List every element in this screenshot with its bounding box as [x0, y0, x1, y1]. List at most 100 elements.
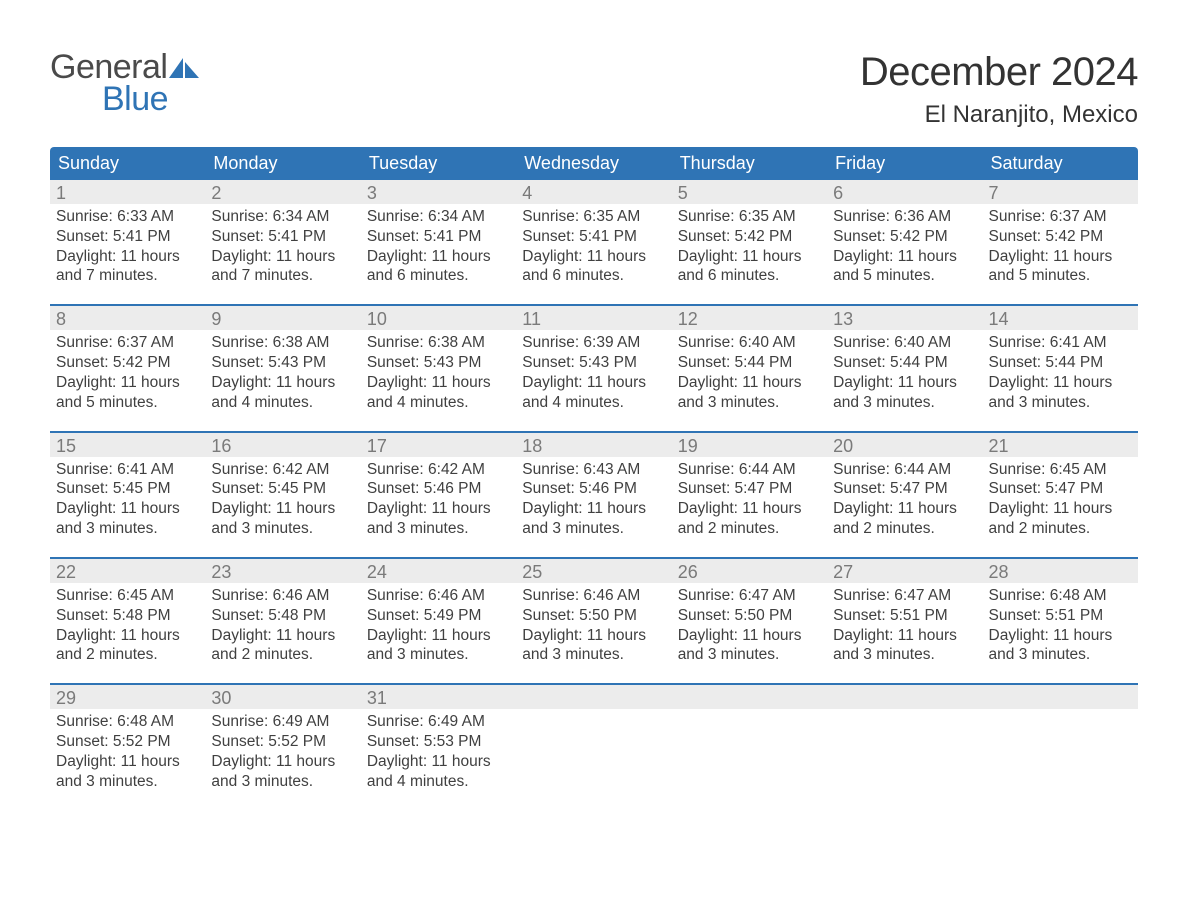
brand-blue: Blue: [102, 82, 199, 118]
daylight-text: Daylight: 11 hours: [367, 752, 510, 772]
day-details: Sunrise: 6:36 AMSunset: 5:42 PMDaylight:…: [833, 207, 976, 286]
calendar-day: 2 Sunrise: 6:34 AMSunset: 5:41 PMDaylight…: [205, 180, 360, 292]
day-number: 31: [361, 685, 516, 709]
day-number: 18: [516, 433, 671, 457]
calendar-day: 18 Sunrise: 6:43 AMSunset: 5:46 PMDayligh…: [516, 433, 671, 545]
day-details: Sunrise: 6:42 AMSunset: 5:45 PMDaylight:…: [211, 460, 354, 539]
day-details: Sunrise: 6:46 AMSunset: 5:50 PMDaylight:…: [522, 586, 665, 665]
day-details: Sunrise: 6:45 AMSunset: 5:48 PMDaylight:…: [56, 586, 199, 665]
daylight-text: Daylight: 11 hours: [211, 499, 354, 519]
daylight-text: and 6 minutes.: [678, 266, 821, 286]
sunrise-text: Sunrise: 6:47 AM: [833, 586, 976, 606]
daylight-text: and 2 minutes.: [989, 519, 1132, 539]
day-details: Sunrise: 6:37 AMSunset: 5:42 PMDaylight:…: [989, 207, 1132, 286]
daylight-text: Daylight: 11 hours: [678, 499, 821, 519]
sunset-text: Sunset: 5:41 PM: [56, 227, 199, 247]
day-details: Sunrise: 6:35 AMSunset: 5:41 PMDaylight:…: [522, 207, 665, 286]
sunrise-text: Sunrise: 6:43 AM: [522, 460, 665, 480]
sunset-text: Sunset: 5:44 PM: [833, 353, 976, 373]
day-number: 30: [205, 685, 360, 709]
day-details: Sunrise: 6:38 AMSunset: 5:43 PMDaylight:…: [367, 333, 510, 412]
sunset-text: Sunset: 5:45 PM: [56, 479, 199, 499]
sunrise-text: Sunrise: 6:35 AM: [678, 207, 821, 227]
day-details: Sunrise: 6:39 AMSunset: 5:43 PMDaylight:…: [522, 333, 665, 412]
day-number: 28: [983, 559, 1138, 583]
sunset-text: Sunset: 5:45 PM: [211, 479, 354, 499]
sunrise-text: Sunrise: 6:38 AM: [367, 333, 510, 353]
calendar-header-row: Sunday Monday Tuesday Wednesday Thursday…: [50, 147, 1138, 180]
daylight-text: Daylight: 11 hours: [56, 499, 199, 519]
day-number: 5: [672, 180, 827, 204]
calendar-day: 21Sunrise: 6:45 AMSunset: 5:47 PMDayligh…: [983, 433, 1138, 545]
daylight-text: Daylight: 11 hours: [211, 626, 354, 646]
day-details: Sunrise: 6:49 AMSunset: 5:52 PMDaylight:…: [211, 712, 354, 791]
daylight-text: and 3 minutes.: [678, 645, 821, 665]
daylight-text: and 3 minutes.: [678, 393, 821, 413]
day-number: 29: [50, 685, 205, 709]
day-number: 3: [361, 180, 516, 204]
sunrise-text: Sunrise: 6:34 AM: [367, 207, 510, 227]
daylight-text: and 6 minutes.: [367, 266, 510, 286]
calendar-day: 17Sunrise: 6:42 AMSunset: 5:46 PMDayligh…: [361, 433, 516, 545]
daylight-text: and 4 minutes.: [211, 393, 354, 413]
daylight-text: Daylight: 11 hours: [367, 247, 510, 267]
sunset-text: Sunset: 5:47 PM: [989, 479, 1132, 499]
calendar-day: 12Sunrise: 6:40 AMSunset: 5:44 PMDayligh…: [672, 306, 827, 418]
sunset-text: Sunset: 5:46 PM: [367, 479, 510, 499]
daylight-text: and 5 minutes.: [989, 266, 1132, 286]
day-details: Sunrise: 6:41 AMSunset: 5:44 PMDaylight:…: [989, 333, 1132, 412]
sunset-text: Sunset: 5:42 PM: [989, 227, 1132, 247]
calendar-week: 29 Sunrise: 6:48 AMSunset: 5:52 PMDayligh…: [50, 683, 1138, 797]
day-details: Sunrise: 6:35 AMSunset: 5:42 PMDaylight:…: [678, 207, 821, 286]
daylight-text: Daylight: 11 hours: [56, 626, 199, 646]
day-number: 25: [516, 559, 671, 583]
calendar-day: 28Sunrise: 6:48 AMSunset: 5:51 PMDayligh…: [983, 559, 1138, 671]
logo-sail-icon: [169, 56, 199, 83]
calendar-day: 14Sunrise: 6:41 AMSunset: 5:44 PMDayligh…: [983, 306, 1138, 418]
dow-monday: Monday: [205, 147, 360, 180]
calendar-day: 4Sunrise: 6:35 AMSunset: 5:41 PMDaylight…: [516, 180, 671, 292]
daylight-text: and 3 minutes.: [211, 519, 354, 539]
daylight-text: and 2 minutes.: [833, 519, 976, 539]
sunrise-text: Sunrise: 6:37 AM: [56, 333, 199, 353]
dow-sunday: Sunday: [50, 147, 205, 180]
sunrise-text: Sunrise: 6:48 AM: [56, 712, 199, 732]
sunset-text: Sunset: 5:44 PM: [678, 353, 821, 373]
calendar-day: 15Sunrise: 6:41 AMSunset: 5:45 PMDayligh…: [50, 433, 205, 545]
day-details: Sunrise: 6:37 AMSunset: 5:42 PMDaylight:…: [56, 333, 199, 412]
dow-thursday: Thursday: [672, 147, 827, 180]
day-details: Sunrise: 6:43 AMSunset: 5:46 PMDaylight:…: [522, 460, 665, 539]
sunrise-text: Sunrise: 6:47 AM: [678, 586, 821, 606]
day-details: Sunrise: 6:34 AMSunset: 5:41 PMDaylight:…: [211, 207, 354, 286]
day-details: Sunrise: 6:48 AMSunset: 5:52 PMDaylight:…: [56, 712, 199, 791]
sunrise-text: Sunrise: 6:42 AM: [211, 460, 354, 480]
day-number: [516, 685, 671, 709]
daylight-text: Daylight: 11 hours: [56, 247, 199, 267]
daylight-text: Daylight: 11 hours: [678, 247, 821, 267]
day-details: Sunrise: 6:44 AMSunset: 5:47 PMDaylight:…: [678, 460, 821, 539]
day-details: Sunrise: 6:34 AMSunset: 5:41 PMDaylight:…: [367, 207, 510, 286]
daylight-text: and 2 minutes.: [211, 645, 354, 665]
daylight-text: Daylight: 11 hours: [678, 373, 821, 393]
daylight-text: Daylight: 11 hours: [989, 373, 1132, 393]
calendar-week: 22Sunrise: 6:45 AMSunset: 5:48 PMDayligh…: [50, 557, 1138, 671]
calendar-week: 1Sunrise: 6:33 AMSunset: 5:41 PMDaylight…: [50, 180, 1138, 292]
calendar-day: 27Sunrise: 6:47 AMSunset: 5:51 PMDayligh…: [827, 559, 982, 671]
calendar-day: 5 Sunrise: 6:35 AMSunset: 5:42 PMDaylight…: [672, 180, 827, 292]
sunset-text: Sunset: 5:53 PM: [367, 732, 510, 752]
daylight-text: Daylight: 11 hours: [56, 752, 199, 772]
day-number: 2: [205, 180, 360, 204]
daylight-text: Daylight: 11 hours: [989, 247, 1132, 267]
daylight-text: and 3 minutes.: [367, 519, 510, 539]
sunset-text: Sunset: 5:41 PM: [211, 227, 354, 247]
daylight-text: and 3 minutes.: [367, 645, 510, 665]
daylight-text: Daylight: 11 hours: [211, 247, 354, 267]
day-details: Sunrise: 6:42 AMSunset: 5:46 PMDaylight:…: [367, 460, 510, 539]
header: General Blue December 2024 El Naranjito,…: [50, 50, 1138, 129]
calendar-day: 10Sunrise: 6:38 AMSunset: 5:43 PMDayligh…: [361, 306, 516, 418]
sunset-text: Sunset: 5:49 PM: [367, 606, 510, 626]
sunrise-text: Sunrise: 6:48 AM: [989, 586, 1132, 606]
sunrise-text: Sunrise: 6:45 AM: [989, 460, 1132, 480]
day-details: Sunrise: 6:41 AMSunset: 5:45 PMDaylight:…: [56, 460, 199, 539]
daylight-text: Daylight: 11 hours: [833, 499, 976, 519]
